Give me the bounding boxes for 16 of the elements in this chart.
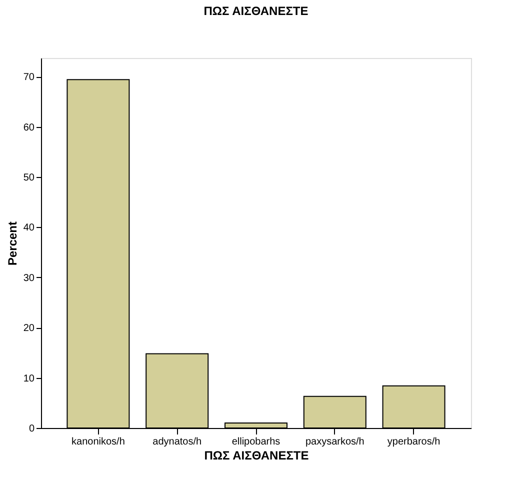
x-tick-label: adynatos/h	[152, 436, 202, 448]
y-tick-label: 0	[28, 424, 35, 434]
chart-title: ΠΩΣ ΑΙΣΘΑΝΕΣΤΕ	[204, 4, 308, 18]
y-tick-label: 60	[23, 122, 35, 134]
x-tick-label: ellipobarhs	[232, 436, 280, 448]
x-tick-label: paxysarkos/h	[305, 436, 364, 448]
y-tick-label: 40	[23, 222, 35, 234]
y-tick-label: 30	[23, 272, 35, 284]
y-tick-label: 10	[23, 373, 35, 384]
y-tick-label: 70	[23, 72, 35, 84]
y-tick-label: 20	[23, 323, 35, 334]
y-axis-title: Percent	[5, 221, 20, 266]
x-axis-title: ΠΩΣ ΑΙΣΘΑΝΕΣΤΕ	[204, 448, 309, 462]
y-tick-label: 50	[23, 172, 35, 184]
x-tick-label: kanonikos/h	[72, 436, 125, 448]
x-tick-label: yperbaros/h	[387, 436, 440, 448]
